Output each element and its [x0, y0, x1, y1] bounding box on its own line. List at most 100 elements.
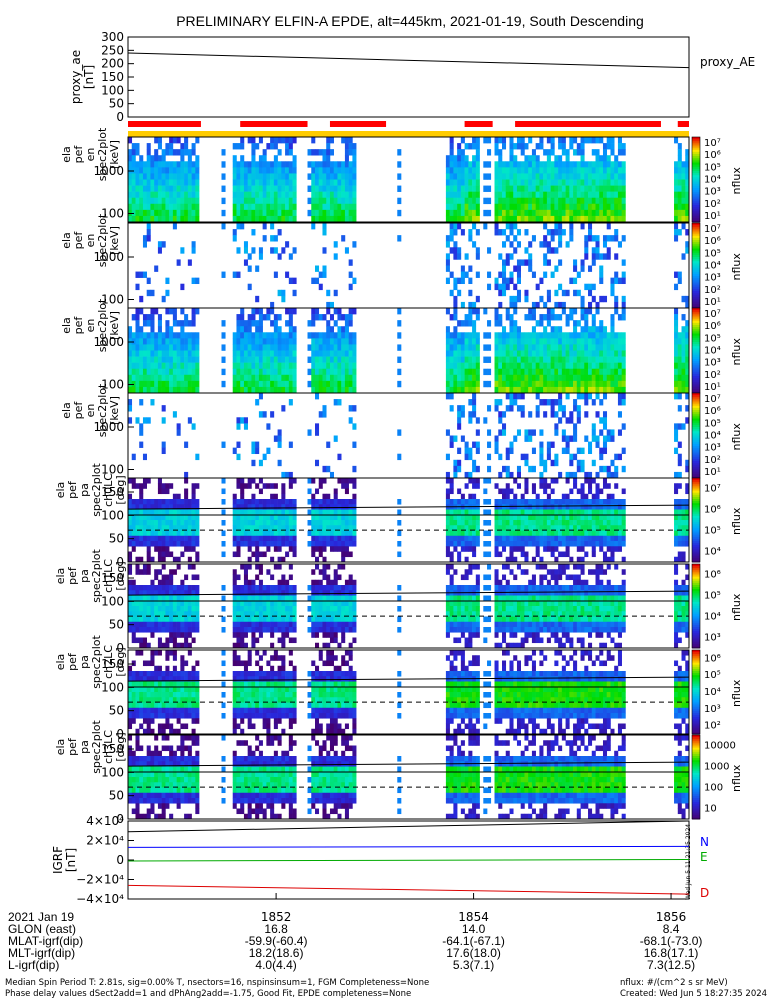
spectrogram-pixel — [150, 155, 155, 162]
spectrogram-pixel — [685, 509, 690, 516]
spectrogram-pixel — [505, 483, 510, 489]
spectrogram-pixel — [311, 338, 316, 345]
spectrogram-pixel — [169, 167, 174, 174]
spectrogram-pixel — [273, 320, 278, 327]
spectrogram-pixel — [348, 338, 353, 345]
spectrogram-pixel — [494, 499, 499, 505]
spectrogram-pixel — [565, 368, 570, 376]
spectrogram-pixel — [176, 380, 181, 388]
spectrogram-pixel — [150, 556, 155, 563]
spectrogram-pixel — [513, 247, 518, 254]
spectrogram-pixel — [606, 155, 611, 162]
spectrogram-pixel — [513, 215, 518, 223]
spectrogram-pixel — [150, 356, 155, 363]
spectrogram-pixel — [505, 393, 510, 400]
spectrogram-pixel — [180, 320, 185, 327]
spectrogram-pixel — [445, 344, 450, 351]
spectrogram-pixel — [460, 215, 465, 223]
spectrogram-pixel — [502, 423, 507, 430]
colorbar-step — [692, 439, 700, 443]
spectrogram-pixel — [453, 197, 458, 205]
spectrogram-pixel — [621, 535, 626, 542]
spectrogram-pixel — [520, 149, 525, 156]
spectrogram-pixel — [513, 374, 518, 382]
spectrogram-pixel — [561, 380, 566, 388]
spectrogram-pixel — [531, 344, 536, 351]
spectrogram-pixel — [344, 179, 349, 186]
spectrogram-pixel — [550, 525, 555, 531]
spectrogram-pixel — [445, 308, 450, 315]
spectrogram-pixel — [576, 509, 581, 516]
spectrogram-pixel — [352, 161, 357, 168]
spectrogram-pixel — [516, 405, 521, 412]
spectrogram-pixel — [524, 289, 529, 297]
spectrogram-pixel — [502, 509, 507, 516]
spectrogram-pixel — [341, 525, 346, 531]
spectrogram-pixel — [270, 535, 275, 542]
spectrogram-pixel — [472, 223, 477, 230]
spectrogram-pixel — [606, 374, 611, 382]
spectrogram-pixel — [599, 161, 604, 168]
spectrogram-pixel — [180, 606, 185, 612]
colorbar-step — [692, 501, 700, 504]
spectrogram-pixel — [221, 595, 226, 602]
spectrogram-pixel — [157, 344, 162, 351]
spectrogram-pixel — [243, 368, 248, 376]
spectrogram-pixel — [191, 380, 196, 388]
colorbar-step — [692, 369, 700, 373]
spectrogram-pixel — [528, 362, 533, 370]
spectrogram-pixel — [221, 478, 226, 484]
spectrogram-pixel — [602, 368, 608, 376]
spectrogram-pixel — [599, 350, 604, 357]
spectrogram-pixel — [554, 223, 559, 230]
spectrogram-pixel — [258, 514, 263, 521]
spectrogram-pixel — [580, 185, 585, 192]
spectrogram-pixel — [599, 277, 604, 285]
spectrogram-pixel — [285, 386, 290, 394]
spectrogram-pixel — [595, 247, 600, 254]
spectrogram-pixel — [602, 556, 608, 563]
spectrogram-pixel — [449, 488, 454, 495]
spectrogram-pixel — [262, 197, 267, 205]
spectrogram-pixel — [457, 556, 462, 563]
spectrogram-pixel — [322, 161, 327, 168]
spectrogram-pixel — [247, 173, 252, 180]
spectrogram-pixel — [232, 235, 237, 242]
spectrogram-pixel — [550, 137, 555, 144]
spectrogram-pixel — [513, 546, 518, 552]
spectrogram-pixel — [546, 374, 551, 382]
spectrogram-pixel — [191, 493, 196, 500]
spectrogram-pixel — [247, 585, 252, 591]
spectrogram-pixel — [352, 155, 357, 162]
spectrogram-pixel — [487, 320, 492, 327]
spectrogram-pixel — [599, 173, 604, 180]
spectrogram-pixel — [281, 295, 286, 303]
spectrogram-pixel — [591, 356, 596, 363]
spectrogram-pixel — [460, 265, 465, 272]
spectrogram-pixel — [128, 551, 133, 558]
spectrogram-pixel — [685, 185, 690, 192]
spectrogram-pixel — [685, 161, 690, 168]
spectrogram-pixel — [516, 380, 521, 388]
colorbar-step — [692, 478, 700, 481]
spectrogram-pixel — [498, 429, 503, 436]
spectrogram-pixel — [539, 441, 544, 448]
spectrogram-pixel — [157, 368, 162, 376]
spectrogram-pixel — [576, 209, 581, 217]
spectrogram-pixel — [329, 338, 334, 345]
spectrogram-pixel — [584, 209, 589, 217]
spectrogram-pixel — [498, 229, 503, 236]
spectrogram-pixel — [329, 350, 334, 357]
spectrogram-pixel — [258, 611, 263, 617]
spectrogram-pixel — [614, 332, 619, 339]
spectrogram-pixel — [569, 314, 574, 321]
spectrogram-pixel — [285, 579, 290, 586]
spectrogram-pixel — [236, 326, 241, 333]
colorbar-step — [692, 215, 700, 219]
spectrogram-pixel — [595, 197, 600, 205]
spectrogram-pixel — [273, 338, 278, 345]
spectrogram-pixel — [146, 362, 151, 370]
spectrogram-pixel — [457, 143, 462, 150]
spectrogram-pixel — [277, 374, 282, 382]
spectrogram-pixel — [258, 161, 263, 168]
